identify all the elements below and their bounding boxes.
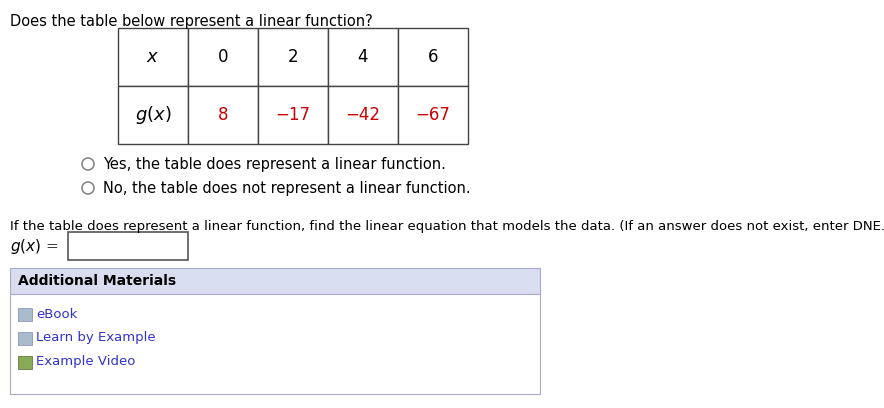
- Text: $\mathbf{\mathit{g(x)}}$: $\mathbf{\mathit{g(x)}}$: [134, 104, 171, 126]
- Text: eBook: eBook: [36, 308, 78, 321]
- Bar: [398, 28, 468, 86]
- Bar: [188, 28, 258, 86]
- Text: 8: 8: [217, 106, 228, 124]
- Text: Learn by Example: Learn by Example: [36, 331, 156, 344]
- Bar: [10, 268, 540, 294]
- Text: Yes, the table does represent a linear function.: Yes, the table does represent a linear f…: [103, 157, 446, 171]
- Text: Example Video: Example Video: [36, 355, 135, 368]
- Text: If the table does represent a linear function, find the linear equation that mod: If the table does represent a linear fun…: [10, 220, 884, 233]
- Ellipse shape: [82, 182, 94, 194]
- Text: 4: 4: [358, 48, 369, 66]
- Text: Additional Materials: Additional Materials: [18, 274, 176, 288]
- Bar: [68, 232, 188, 260]
- Bar: [18, 355, 32, 368]
- Text: 2: 2: [287, 48, 298, 66]
- Bar: [398, 86, 468, 144]
- Bar: [258, 86, 328, 144]
- Text: −42: −42: [346, 106, 380, 124]
- Text: $\mathit{x}$: $\mathit{x}$: [147, 48, 160, 66]
- Text: Does the table below represent a linear function?: Does the table below represent a linear …: [10, 14, 373, 29]
- Bar: [188, 86, 258, 144]
- Text: −67: −67: [415, 106, 451, 124]
- Text: 6: 6: [428, 48, 438, 66]
- Ellipse shape: [82, 158, 94, 170]
- Bar: [118, 28, 188, 86]
- Bar: [18, 308, 32, 321]
- Bar: [10, 294, 540, 394]
- Bar: [258, 28, 328, 86]
- Bar: [18, 331, 32, 344]
- Text: 0: 0: [217, 48, 228, 66]
- Bar: [118, 86, 188, 144]
- Text: $g(x)$ =: $g(x)$ =: [10, 237, 58, 255]
- Bar: [328, 86, 398, 144]
- Bar: [328, 28, 398, 86]
- Text: −17: −17: [276, 106, 310, 124]
- Text: No, the table does not represent a linear function.: No, the table does not represent a linea…: [103, 180, 470, 195]
